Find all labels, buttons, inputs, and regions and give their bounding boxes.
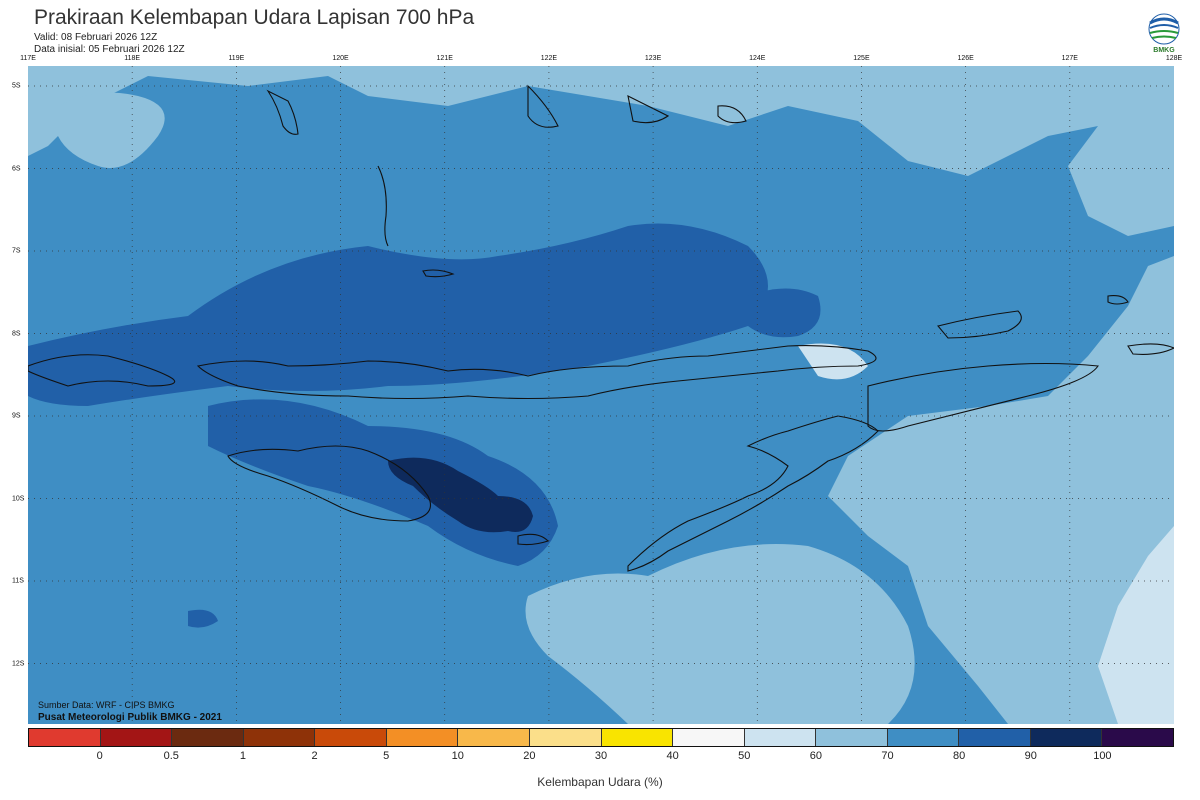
legend-tick-label: 0.5 [163, 750, 179, 762]
latitude-label: 12S [12, 660, 25, 667]
legend-swatch [172, 729, 244, 746]
rh-zone-verylight-coast [798, 343, 868, 380]
rh-zone-dark-central [28, 223, 768, 406]
latitude-label: 7S [12, 247, 21, 255]
legend-swatch [816, 729, 888, 746]
rh-zone-light-east [828, 256, 1174, 724]
legend-tick-label: 2 [311, 750, 318, 762]
legend-swatch [243, 729, 316, 746]
legend-swatch [100, 729, 173, 746]
legend-swatch [1102, 729, 1173, 746]
legend-tick-label: 100 [1093, 750, 1112, 762]
longitude-label: 126E [957, 55, 974, 62]
latitude-label: 5S [12, 82, 21, 90]
rh-zone-light-northwest [58, 92, 165, 168]
legend-swatch [529, 729, 602, 746]
legend-swatch [315, 729, 387, 746]
longitude-label: 127E [1061, 55, 1078, 62]
legend-tick-label: 0 [96, 750, 103, 762]
longitude-label: 123E [644, 55, 662, 62]
rh-zone-dark-east [748, 288, 821, 338]
logo-text: BMKG [1153, 47, 1175, 54]
rh-zone-light-south [525, 544, 915, 724]
rh-zone-darkest [388, 457, 533, 533]
humidity-map [28, 66, 1174, 724]
longitude-label: 119E [228, 55, 245, 62]
initial-time: Data inisial: 05 Februari 2026 12Z [34, 44, 185, 55]
legend-swatch [29, 729, 101, 746]
latitude-label: 6S [12, 165, 21, 172]
legend-swatch [458, 729, 530, 746]
longitude-label: 121E [436, 55, 453, 62]
longitude-label: 125E [853, 55, 870, 62]
legend-ticks: 0 0.5 1 2 5 10 20 30 40 50 60 70 80 90 100 [28, 750, 1174, 766]
longitude-label: 120E [332, 55, 349, 62]
legend-tick-label: 10 [451, 750, 464, 762]
rh-zone-dark-small [188, 609, 218, 628]
legend-tick-label: 20 [523, 750, 536, 762]
latitude-label: 10S [12, 495, 25, 502]
producer: Pusat Meteorologi Publik BMKG - 2021 [38, 712, 222, 723]
valid-time: Valid: 08 Februari 2026 12Z [34, 32, 158, 43]
map-canvas [28, 66, 1174, 724]
legend-tick-label: 80 [953, 750, 966, 762]
coastlines [28, 84, 1174, 572]
latitude-label: 8S [12, 330, 21, 337]
legend-swatch [959, 729, 1031, 746]
legend-swatch [386, 729, 459, 746]
legend-swatch [601, 729, 674, 746]
longitude-label: 118E [124, 55, 141, 62]
legend-tick-label: 1 [239, 750, 246, 762]
legend-tick-label: 5 [383, 750, 390, 762]
legend-swatch [887, 729, 960, 746]
legend-swatch [744, 729, 817, 746]
legend-title: Kelembapan Udara (%) [537, 775, 663, 789]
legend-tick-label: 60 [809, 750, 822, 762]
latitude-label: 9S [12, 412, 21, 420]
humidity-legend [28, 728, 1174, 747]
legend-tick-label: 70 [881, 750, 894, 762]
data-source: Sumber Data: WRF - CIPS BMKG [38, 700, 175, 710]
graticule [28, 66, 1174, 724]
latitude-label: 11S [12, 577, 24, 585]
longitude-label: 128E [1165, 55, 1183, 62]
longitude-label: 124E [749, 55, 766, 62]
rh-zone-light-north [28, 66, 1174, 236]
longitude-label: 122E [540, 55, 558, 62]
legend-tick-label: 30 [594, 750, 608, 762]
legend-swatch [1030, 729, 1103, 746]
rh-zone-verylight-southeast [1098, 526, 1174, 724]
legend-tick-label: 40 [666, 750, 679, 762]
legend-tick-label: 50 [738, 750, 751, 762]
page-title: Prakiraan Kelembapan Udara Lapisan 700 h… [34, 6, 475, 29]
legend-tick-label: 90 [1024, 750, 1037, 762]
legend-swatch [673, 729, 745, 746]
bmkg-logo-icon [1148, 13, 1180, 45]
longitude-label: 117E [20, 55, 36, 62]
